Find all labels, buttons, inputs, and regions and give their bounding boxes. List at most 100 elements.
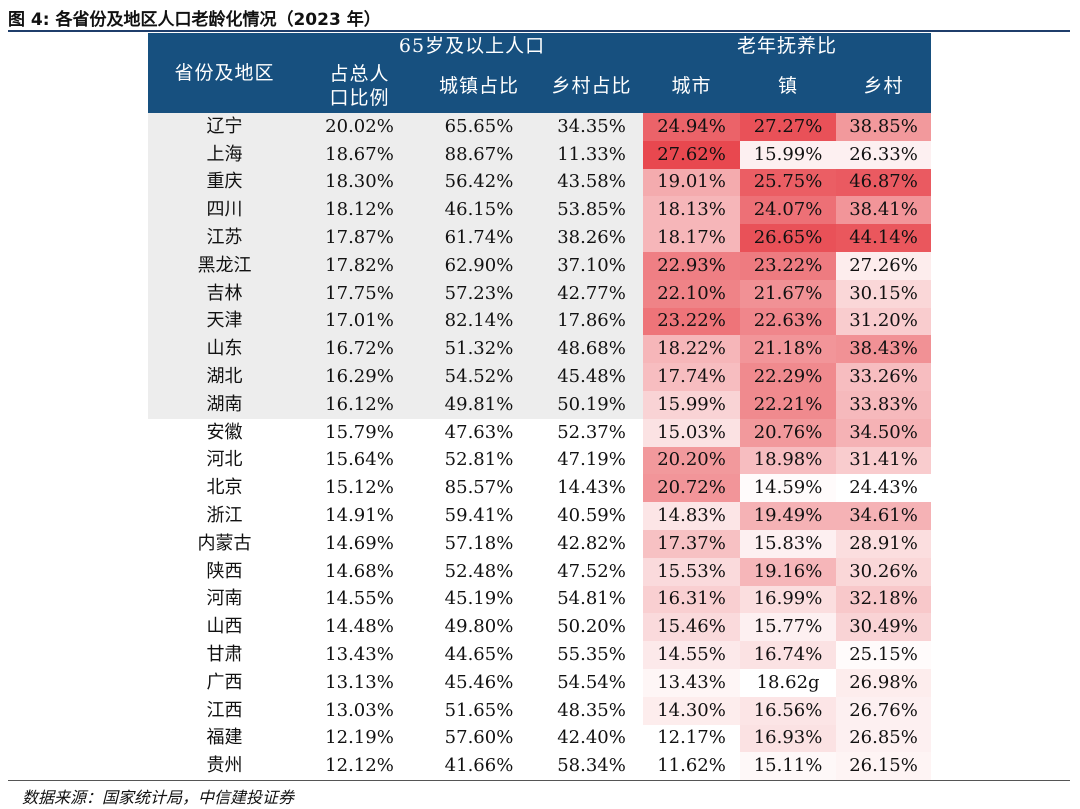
cell-share-total: 15.64% <box>325 449 394 471</box>
table-row: 河南 14.55% 45.19% 54.81% 16.31% 16.99% 32.18% <box>148 585 932 614</box>
table-row: 天津 17.01% 82.14% 17.86% 23.22% 22.63% 31.20% <box>148 307 932 336</box>
cell-dep-city: 17.37% <box>643 529 741 558</box>
cell-share-total: 13.13% <box>325 671 394 693</box>
cell-share-urban: 56.42% <box>418 168 540 197</box>
header-group-dependency: 老年抚养比 <box>643 33 932 58</box>
cell-dep-city: 17.74% <box>643 363 741 391</box>
cell-dep-village: 34.61% <box>836 502 932 530</box>
header-row-columns: 占总人口比例 城镇占比 乡村占比 城市 镇 乡村 <box>148 58 932 113</box>
table-row: 内蒙古 14.69% 57.18% 42.82% 17.37% 15.83% 28.91% <box>148 529 932 558</box>
cell-share-urban: 82.14% <box>418 307 540 336</box>
cell-dep-town: 25.75% <box>740 168 837 197</box>
cell-province: 重庆 <box>148 168 301 197</box>
cell-province: 广西 <box>206 671 243 693</box>
cell-share-urban: 51.65% <box>444 699 514 721</box>
cell-dep-town: 23.22% <box>740 251 837 280</box>
cell-share-rural: 42.82% <box>557 532 626 554</box>
cell-share-total: 14.91% <box>325 505 394 527</box>
table-row: 贵州 12.12% 41.66% 58.34% 11.62% 15.11% 26.15% <box>148 752 932 781</box>
cell-share-total: 14.55% <box>325 588 394 610</box>
cell-province: 陕西 <box>206 560 243 582</box>
cell-dep-village: 26.15% <box>836 752 932 781</box>
cell-dep-town: 15.11% <box>740 752 837 781</box>
header-share-urban: 城镇占比 <box>418 58 540 113</box>
cell-dep-town: 16.56% <box>740 696 837 725</box>
figure-title: 图 4: 各省份及地区人口老龄化情况（2023 年） <box>8 10 381 30</box>
table-row: 江苏 17.87% 61.74% 38.26% 18.17% 26.65% 44.14% <box>148 224 932 252</box>
cell-dep-town: 18.62g <box>740 668 837 697</box>
cell-share-rural: 40.59% <box>557 505 626 527</box>
cell-dep-town: 16.93% <box>740 724 837 753</box>
header-row-group: 省份及地区 65岁及以上人口 老年抚养比 <box>148 33 932 113</box>
cell-dep-town: 19.49% <box>740 502 837 530</box>
cell-dep-city: 15.53% <box>643 557 741 586</box>
header-share-total: 占总人口比例 <box>301 58 418 113</box>
cell-dep-village: 38.85% <box>836 113 932 141</box>
cell-dep-town: 16.99% <box>740 585 837 614</box>
cell-dep-city: 14.55% <box>643 641 741 669</box>
cell-share-rural: 11.33% <box>540 140 644 169</box>
source-note: 数据来源：国家统计局，中信建投证券 <box>22 788 295 807</box>
cell-dep-village: 28.91% <box>836 529 932 558</box>
cell-share-rural: 47.19% <box>557 449 626 471</box>
cell-dep-city: 13.43% <box>643 668 741 697</box>
cell-dep-village: 33.26% <box>836 363 932 391</box>
cell-share-total: 14.68% <box>325 560 394 582</box>
table-row: 福建 12.19% 57.60% 42.40% 12.17% 16.93% 26.85% <box>148 724 932 753</box>
header-dep-village: 乡村 <box>836 58 932 113</box>
cell-share-urban: 52.48% <box>444 560 514 582</box>
cell-dep-village: 30.49% <box>836 613 932 642</box>
cell-share-total: 15.12% <box>325 477 394 499</box>
cell-province: 安徽 <box>206 421 243 443</box>
cell-share-total: 15.79% <box>325 421 394 443</box>
cell-dep-city: 18.13% <box>643 196 741 225</box>
table-row: 辽宁 20.02% 65.65% 34.35% 24.94% 27.27% 38.85% <box>148 113 932 141</box>
cell-dep-town: 16.74% <box>740 641 837 669</box>
cell-province: 北京 <box>206 477 243 499</box>
cell-share-rural: 45.48% <box>540 363 644 391</box>
cell-share-rural: 43.58% <box>540 168 644 197</box>
cell-province: 江苏 <box>148 224 301 252</box>
cell-dep-city: 24.94% <box>643 113 741 141</box>
cell-share-total: 17.87% <box>301 224 418 252</box>
cell-province: 福建 <box>206 727 243 749</box>
cell-share-urban: 57.23% <box>418 279 540 308</box>
table-row: 黑龙江 17.82% 62.90% 37.10% 22.93% 23.22% 27.26% <box>148 251 932 280</box>
table-row: 甘肃 13.43% 44.65% 55.35% 14.55% 16.74% 25.15% <box>148 641 932 669</box>
cell-province: 上海 <box>148 140 301 169</box>
cell-dep-town: 15.99% <box>740 140 837 169</box>
cell-share-total: 18.12% <box>301 196 418 225</box>
cell-dep-town: 15.77% <box>740 613 837 642</box>
table-row: 山东 16.72% 51.32% 48.68% 18.22% 21.18% 38.43% <box>148 335 932 364</box>
cell-province: 浙江 <box>206 505 243 527</box>
table-row: 上海 18.67% 88.67% 11.33% 27.62% 15.99% 26.33% <box>148 140 932 169</box>
cell-share-rural: 48.35% <box>557 699 626 721</box>
cell-province: 湖南 <box>148 390 301 419</box>
cell-dep-city: 12.17% <box>643 724 741 753</box>
cell-share-total: 16.12% <box>301 390 418 419</box>
cell-share-urban: 41.66% <box>444 755 514 777</box>
cell-dep-town: 22.63% <box>740 307 837 336</box>
cell-share-urban: 49.81% <box>418 390 540 419</box>
table-row: 广西 13.13% 45.46% 54.54% 13.43% 18.62g 26.98% <box>148 668 932 697</box>
header-dep-city: 城市 <box>643 58 741 113</box>
cell-share-urban: 65.65% <box>418 113 540 141</box>
title-rule <box>8 30 1070 32</box>
cell-dep-city: 15.99% <box>643 390 741 419</box>
cell-province: 天津 <box>148 307 301 336</box>
cell-share-urban: 45.19% <box>444 588 514 610</box>
header-dep-town: 镇 <box>740 58 837 113</box>
cell-province: 山西 <box>206 616 243 638</box>
table-row: 湖南 16.12% 49.81% 50.19% 15.99% 22.21% 33.83% <box>148 390 932 419</box>
cell-province: 甘肃 <box>206 644 243 666</box>
cell-province: 江西 <box>206 699 243 721</box>
cell-share-urban: 61.74% <box>418 224 540 252</box>
cell-dep-city: 14.30% <box>643 696 741 725</box>
cell-share-urban: 85.57% <box>444 477 514 499</box>
cell-share-rural: 17.86% <box>540 307 644 336</box>
cell-dep-village: 33.83% <box>836 390 932 419</box>
header-share-rural: 乡村占比 <box>540 58 644 113</box>
cell-share-total: 14.69% <box>325 532 394 554</box>
cell-dep-town: 14.59% <box>740 474 837 503</box>
cell-share-urban: 57.18% <box>444 532 514 554</box>
